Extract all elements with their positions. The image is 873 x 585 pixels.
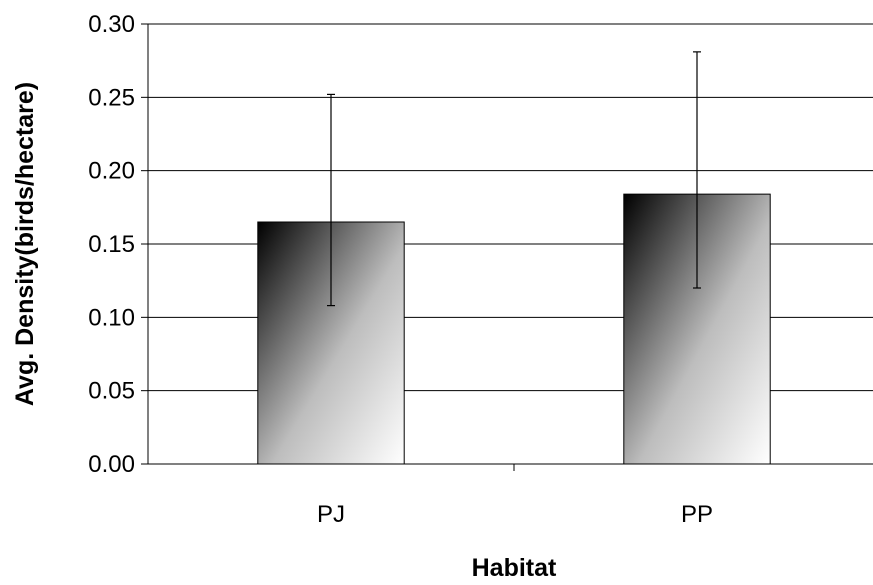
axes (141, 23, 873, 471)
y-tick-label: 0.05 (88, 378, 135, 405)
y-tick-label: 0.15 (88, 231, 135, 258)
y-tick-labels: 0.00 0.05 0.10 0.15 0.20 0.25 0.30 (88, 11, 135, 478)
bars (257, 193, 771, 465)
x-tick-label: PJ (317, 501, 345, 528)
x-tick-label: PP (681, 501, 713, 528)
y-tick-label: 0.30 (88, 11, 135, 38)
y-axis-title: Avg. Density(birds/hectare) (11, 82, 39, 406)
y-tick-label: 0.20 (88, 158, 135, 185)
y-tick-label: 0.10 (88, 304, 135, 331)
x-tick-labels: PJ PP (317, 501, 713, 528)
error-bar-pp (693, 51, 701, 289)
x-axis-title: Habitat (472, 554, 557, 582)
error-bar-pj (327, 93, 335, 307)
y-tick-label: 0.00 (88, 451, 135, 478)
error-bars (327, 51, 701, 307)
y-tick-label: 0.25 (88, 84, 135, 111)
